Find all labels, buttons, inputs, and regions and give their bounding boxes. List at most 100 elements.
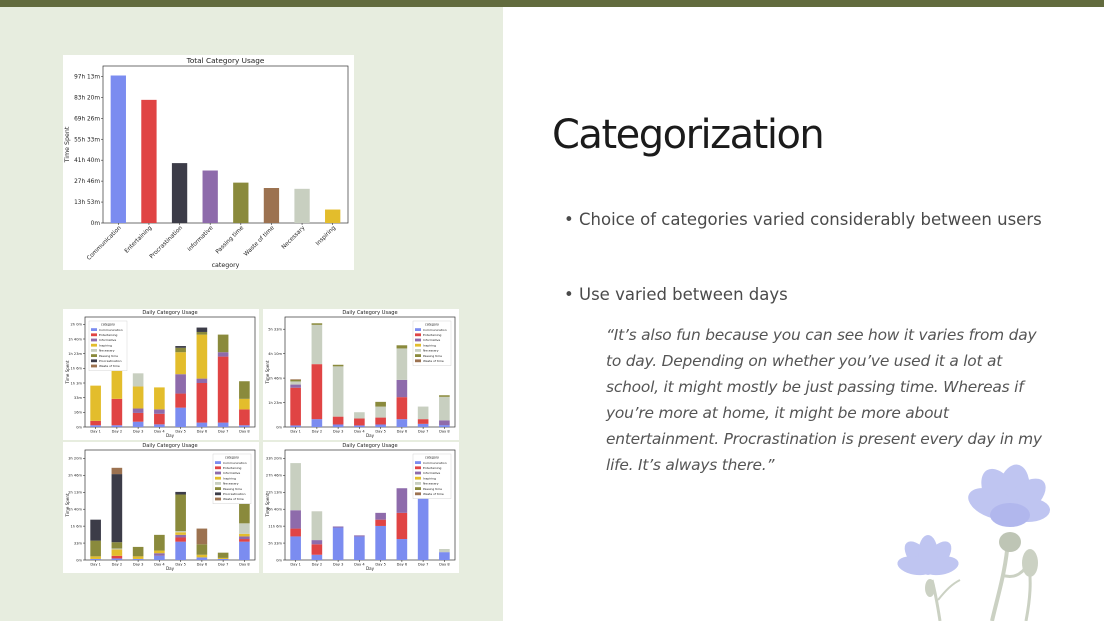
bar-segment xyxy=(332,526,344,528)
x-tick-label: Day 6 xyxy=(197,430,208,434)
x-tick-label: Day 2 xyxy=(112,563,123,567)
legend-entry: Procrastination xyxy=(99,359,122,363)
legend-title: category xyxy=(425,323,439,327)
bar-segment xyxy=(396,348,408,380)
bar-segment xyxy=(375,525,386,560)
bar-segment xyxy=(439,552,450,560)
bar-segment xyxy=(354,535,365,537)
legend-entry: Entertaining xyxy=(99,333,118,337)
bar-segment xyxy=(175,352,186,375)
legend-swatch xyxy=(415,476,421,480)
bar-segment xyxy=(311,324,323,365)
bar-segment xyxy=(154,413,165,425)
y-tick-label: 83h 20m xyxy=(74,95,100,101)
bar-segment xyxy=(196,422,208,427)
legend-swatch xyxy=(215,492,221,496)
bar-segment xyxy=(311,511,323,541)
bar-segment xyxy=(375,512,386,520)
bar-segment xyxy=(311,544,323,555)
legend-swatch xyxy=(215,471,221,475)
bar-segment xyxy=(311,540,323,545)
bar-segment xyxy=(154,553,165,556)
legend-swatch xyxy=(415,338,421,342)
bar-segment xyxy=(175,374,186,394)
chart-title: Daily Category Usage xyxy=(342,443,397,449)
bar-segment xyxy=(196,331,208,335)
legend-swatch xyxy=(91,343,97,347)
legend-entry: Communication xyxy=(99,328,123,332)
bar xyxy=(233,182,249,223)
bar-segment xyxy=(290,384,301,388)
legend-swatch xyxy=(415,466,421,470)
bar-segment xyxy=(311,554,323,560)
legend-swatch xyxy=(415,354,421,357)
legend-swatch xyxy=(91,349,97,352)
bar-segment xyxy=(154,555,165,560)
legend-entry: Inspiring xyxy=(99,343,112,347)
legend-entry: Procrastination xyxy=(223,492,246,496)
y-tick-label: 5h 33m xyxy=(268,541,282,545)
bar-segment xyxy=(239,523,250,534)
chart-svg: Daily Category Usage 0m 5h 33m 11h 6m 16h 40… xyxy=(265,443,456,571)
bar-segment xyxy=(439,549,450,553)
bar-segment xyxy=(175,346,186,348)
bar-segment xyxy=(332,364,344,367)
bar-segment xyxy=(354,536,365,560)
bar-segment xyxy=(290,463,301,511)
legend-entry: Communication xyxy=(423,328,447,332)
chart-svg: Daily Category Usage 0m 1h 23m 2h 46m 4h 10m… xyxy=(265,310,456,438)
legend-swatch xyxy=(91,333,97,337)
y-axis-label: Time Spent xyxy=(65,493,70,518)
bar-segment xyxy=(239,381,250,399)
legend-entry: Communication xyxy=(423,461,447,465)
legend-title: category xyxy=(101,323,115,327)
bar-segment xyxy=(375,424,386,427)
x-tick-label: Day 7 xyxy=(218,563,229,567)
y-tick-label: 1h 40m xyxy=(68,507,82,511)
legend-entry: Inspiring xyxy=(423,343,436,347)
bar-segment xyxy=(175,534,186,538)
plot-frame xyxy=(284,316,456,428)
legend-swatch xyxy=(91,354,97,357)
legend-entry: Informative xyxy=(423,471,440,475)
y-tick-label: 4h 10m xyxy=(268,352,282,356)
bar-segment xyxy=(132,412,144,422)
plot-frame xyxy=(84,449,256,561)
x-tick-label: Communication xyxy=(86,225,123,262)
y-tick-label: 22h 13m xyxy=(266,491,283,495)
x-tick-label: Day 3 xyxy=(133,430,144,434)
x-tick-label: Day 7 xyxy=(418,430,429,434)
x-tick-label: Day 6 xyxy=(397,563,408,567)
x-axis-label: Day xyxy=(166,566,175,571)
bar-segment xyxy=(217,558,229,560)
legend-entry: Waste of time xyxy=(423,359,444,363)
bar-segment xyxy=(111,398,123,426)
bar-segment xyxy=(290,528,301,537)
legend-swatch xyxy=(415,482,421,485)
legend-swatch xyxy=(415,487,421,490)
bar-segment xyxy=(311,323,323,325)
bar-segment xyxy=(90,540,101,557)
y-tick-label: 16h 40m xyxy=(266,507,283,511)
plot-frame xyxy=(84,316,256,428)
legend-swatch xyxy=(415,461,421,464)
x-tick-label: Day 4 xyxy=(154,430,165,434)
y-axis-label: Time Spent xyxy=(65,360,70,385)
x-tick-label: Day 3 xyxy=(333,563,344,567)
bar-segment xyxy=(154,387,165,410)
legend-entry: Informative xyxy=(423,338,440,342)
y-tick-label: 2h 0m xyxy=(71,323,83,327)
x-tick-label: Day 5 xyxy=(175,563,186,567)
bar-segment xyxy=(111,558,123,560)
x-axis-label: category xyxy=(212,262,240,269)
bar-segment xyxy=(175,407,186,427)
y-tick-label: 5h 33m xyxy=(268,327,282,331)
bar-segment xyxy=(196,334,208,379)
bar-segment xyxy=(354,418,365,426)
bar-segment xyxy=(439,420,450,426)
bar-segment xyxy=(175,541,186,560)
bar-segment xyxy=(290,379,301,380)
x-tick-label: Day 8 xyxy=(439,563,450,567)
bar-segment xyxy=(132,558,144,560)
y-axis-label: Time Spent xyxy=(64,126,71,163)
